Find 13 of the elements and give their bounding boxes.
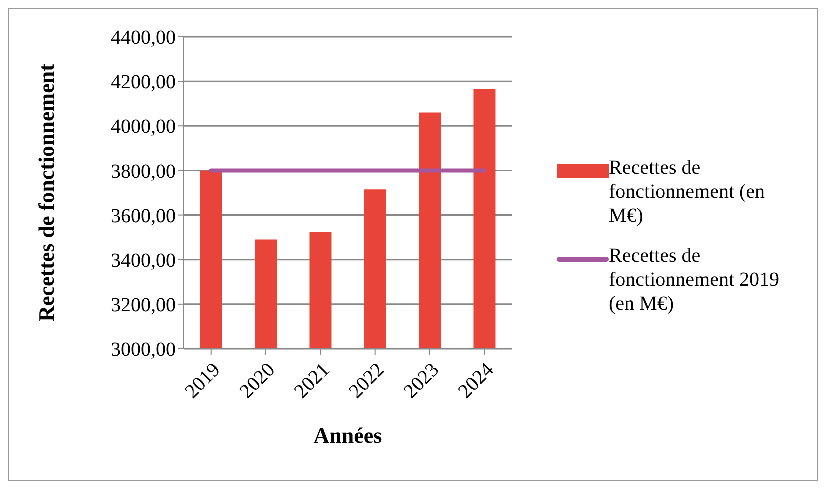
y-tick-label: 3800,00 [111,160,176,183]
legend-label: Recettes de fonctionnement (en M€) [609,156,766,228]
x-axis-title: Années [314,423,383,448]
y-tick-label: 3200,00 [111,294,176,317]
y-tick-label: 4400,00 [111,27,176,50]
legend-label: Recettes de fonctionnement 2019 (en M€) [609,244,781,316]
y-tick-label: 3600,00 [111,205,176,228]
y-tick-label: 4000,00 [111,116,176,138]
x-tick-label: 2021 [290,359,334,403]
y-axis-title: Recettes de fonctionnement [34,63,59,322]
y-tick-label: 3000,00 [111,339,176,362]
y-tick-label: 3400,00 [111,250,176,272]
y-tick-label: 4200,00 [111,72,176,94]
